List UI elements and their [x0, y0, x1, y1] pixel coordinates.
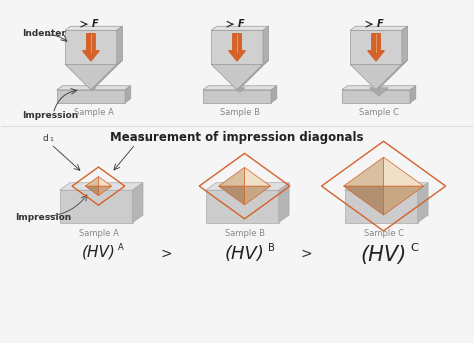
Text: (HV): (HV) — [225, 245, 264, 263]
Polygon shape — [99, 186, 112, 196]
Text: >: > — [161, 246, 172, 260]
Polygon shape — [402, 26, 408, 64]
Polygon shape — [345, 183, 428, 190]
Text: Impression: Impression — [23, 111, 79, 120]
Text: Sample B: Sample B — [225, 229, 264, 238]
Polygon shape — [65, 26, 122, 30]
Polygon shape — [203, 90, 271, 103]
Text: Measurement of impression diagonals: Measurement of impression diagonals — [110, 131, 364, 144]
Polygon shape — [350, 26, 408, 30]
Polygon shape — [57, 90, 125, 103]
Polygon shape — [57, 86, 131, 90]
Polygon shape — [342, 90, 410, 103]
Text: 1: 1 — [50, 137, 54, 142]
Polygon shape — [60, 183, 143, 190]
FancyArrow shape — [82, 34, 99, 61]
Polygon shape — [65, 30, 117, 64]
Polygon shape — [206, 183, 289, 190]
Polygon shape — [410, 86, 416, 103]
Polygon shape — [342, 86, 416, 90]
Text: d: d — [138, 134, 144, 143]
Polygon shape — [125, 86, 131, 103]
FancyArrow shape — [368, 34, 384, 61]
Text: F: F — [238, 19, 245, 29]
Polygon shape — [235, 88, 245, 92]
Text: Sample B: Sample B — [220, 108, 260, 117]
Text: Sample A: Sample A — [74, 108, 114, 117]
Polygon shape — [344, 186, 383, 215]
Polygon shape — [418, 183, 428, 223]
Polygon shape — [65, 64, 117, 90]
Polygon shape — [117, 26, 122, 64]
Polygon shape — [279, 183, 289, 223]
Polygon shape — [245, 167, 271, 186]
Polygon shape — [369, 88, 388, 96]
Polygon shape — [206, 190, 279, 223]
Polygon shape — [344, 157, 383, 186]
Text: d: d — [43, 134, 48, 143]
Text: C: C — [410, 243, 419, 253]
Text: F: F — [377, 19, 383, 29]
Text: (HV): (HV) — [82, 245, 115, 260]
Polygon shape — [271, 86, 277, 103]
Polygon shape — [219, 167, 245, 186]
Polygon shape — [345, 190, 418, 223]
Text: Sample A: Sample A — [79, 229, 118, 238]
Text: >: > — [301, 246, 312, 260]
Text: A: A — [118, 243, 124, 252]
Polygon shape — [85, 177, 99, 186]
Text: Impression: Impression — [16, 213, 72, 222]
FancyArrow shape — [229, 34, 245, 61]
Polygon shape — [383, 157, 424, 186]
Text: B: B — [268, 243, 275, 253]
Polygon shape — [376, 60, 408, 90]
Polygon shape — [211, 64, 263, 90]
Polygon shape — [133, 183, 143, 223]
Polygon shape — [350, 30, 402, 64]
Polygon shape — [211, 26, 269, 30]
Polygon shape — [60, 190, 133, 223]
Text: 2: 2 — [145, 137, 149, 142]
Polygon shape — [263, 26, 269, 64]
Text: Sample C: Sample C — [359, 108, 399, 117]
Text: Sample C: Sample C — [364, 229, 403, 238]
Text: F: F — [92, 19, 99, 29]
Polygon shape — [211, 30, 263, 64]
Polygon shape — [219, 186, 245, 205]
Text: Indenter: Indenter — [23, 29, 66, 38]
Polygon shape — [92, 88, 96, 90]
Polygon shape — [237, 60, 269, 90]
Polygon shape — [91, 60, 122, 90]
Polygon shape — [203, 86, 277, 90]
Polygon shape — [350, 64, 402, 90]
Polygon shape — [383, 186, 424, 215]
Polygon shape — [245, 186, 271, 205]
Polygon shape — [99, 177, 112, 186]
Text: (HV): (HV) — [360, 245, 407, 265]
Polygon shape — [85, 186, 99, 196]
